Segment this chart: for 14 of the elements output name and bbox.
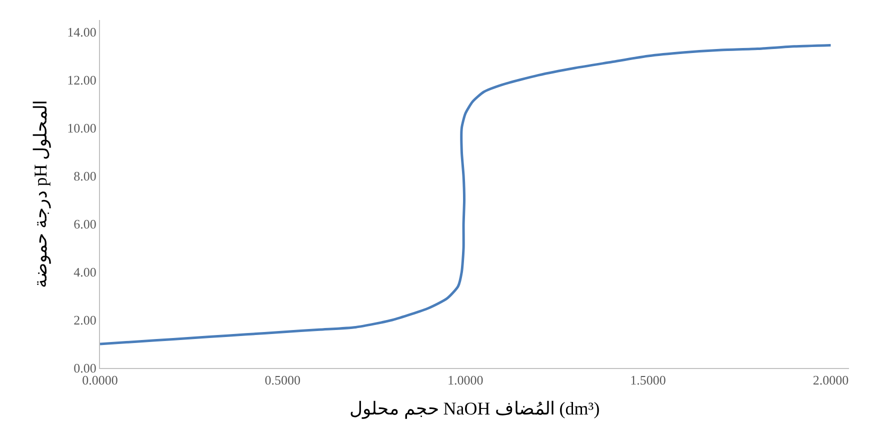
y-tick-label: 14.00 <box>67 24 96 40</box>
y-tick-label: 8.00 <box>74 168 96 184</box>
x-axis-title: حجم محلول NaOH المُضاف (dm³) <box>349 398 600 420</box>
x-tick-label: 1.5000 <box>630 372 666 388</box>
y-tick-label: 12.00 <box>67 72 96 88</box>
line-series <box>100 44 832 346</box>
x-tick-label: 1.0000 <box>447 372 484 388</box>
y-tick-label: 6.00 <box>74 216 96 232</box>
y-tick-label: 4.00 <box>74 264 96 280</box>
y-tick-label: 2.00 <box>74 312 96 328</box>
y-axis-title: درجة حموضة pH المحلول <box>30 100 52 288</box>
x-tick-label: 2.0000 <box>812 372 849 388</box>
x-tick-label: 0.5000 <box>264 372 301 388</box>
y-tick-label: 10.00 <box>67 120 96 136</box>
